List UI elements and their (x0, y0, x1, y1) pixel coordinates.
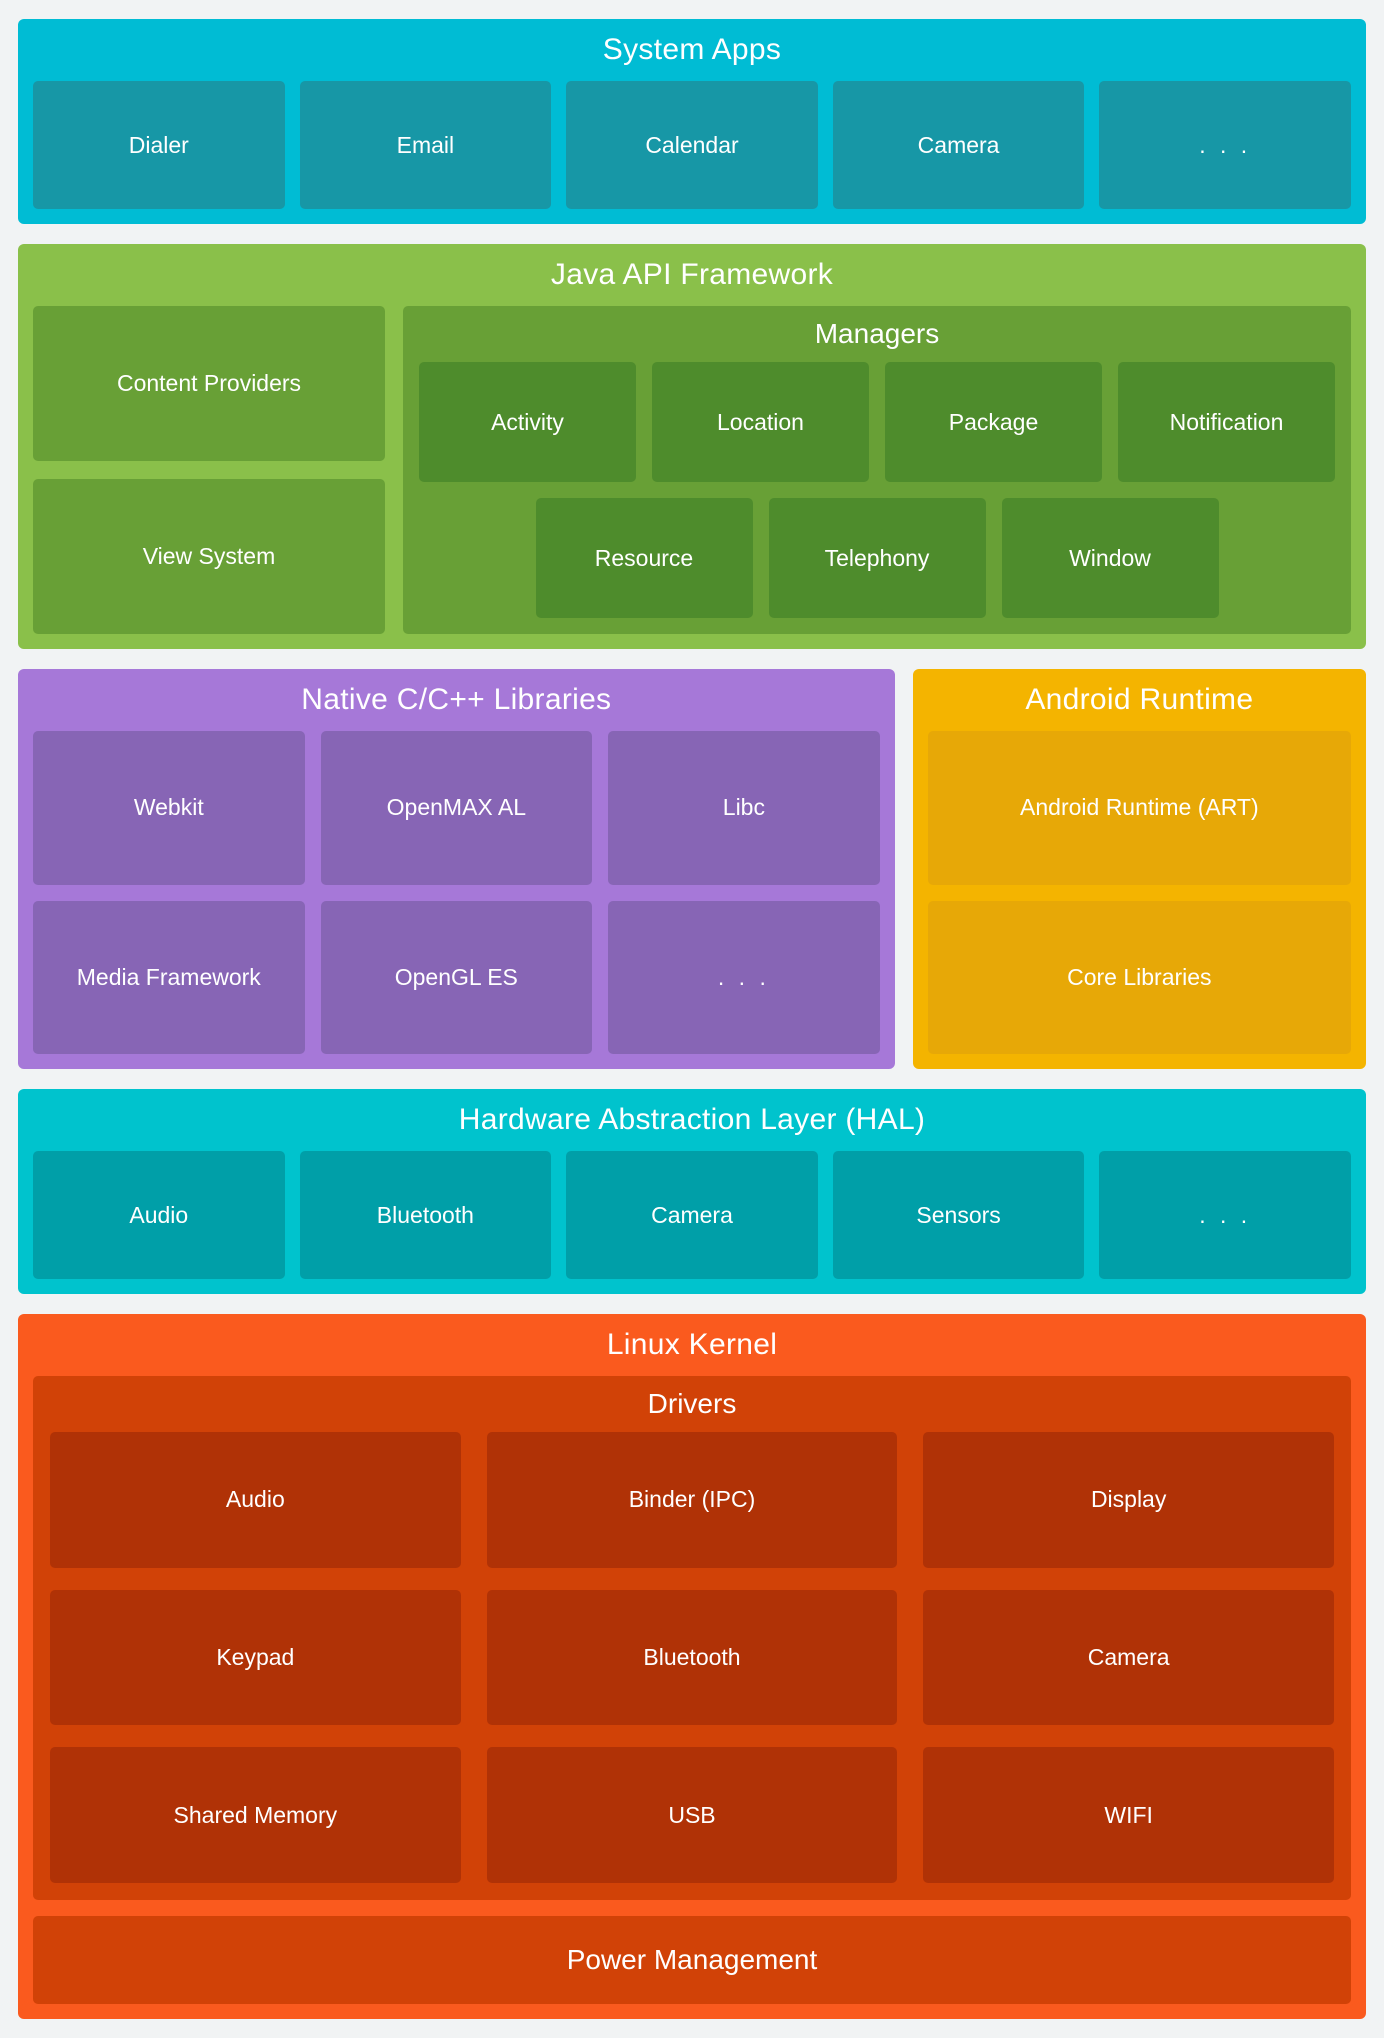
box-window: Window (1001, 498, 1219, 618)
hal-row: Audio Bluetooth Camera Sensors . . . (33, 1151, 1351, 1279)
layer-system-apps: System Apps Dialer Email Calendar Camera… (18, 19, 1366, 224)
box-hal-bluetooth: Bluetooth (299, 1151, 552, 1279)
box-hal-camera: Camera (566, 1151, 818, 1279)
box-hal-more: . . . (1099, 1151, 1351, 1279)
system-apps-title: System Apps (602, 33, 782, 66)
box-libc: Libc (608, 731, 880, 885)
box-driver-binder-ipc: Binder (IPC) (486, 1432, 898, 1568)
power-management-bar: Power Management (33, 1916, 1351, 2004)
box-location: Location (652, 362, 869, 482)
box-driver-display: Display (923, 1432, 1334, 1568)
layer-java-api-framework: Java API Framework Content Providers Vie… (18, 244, 1366, 649)
box-android-runtime-art: Android Runtime (ART) (927, 731, 1351, 885)
box-webkit: Webkit (33, 731, 305, 885)
box-calendar: Calendar (566, 81, 818, 209)
java-api-left-column: Content Providers View System (33, 306, 385, 634)
box-content-providers: Content Providers (33, 306, 385, 461)
box-driver-wifi: WIFI (923, 1747, 1334, 1883)
managers-title: Managers (814, 318, 940, 349)
layer-hal: Hardware Abstraction Layer (HAL) Audio B… (18, 1089, 1366, 1294)
box-resource: Resource (535, 498, 753, 618)
native-runtime-row: Native C/C++ Libraries Webkit OpenMAX AL… (18, 669, 1366, 1069)
box-notification: Notification (1118, 362, 1335, 482)
native-libraries-title: Native C/C++ Libraries (301, 683, 612, 716)
box-email: Email (299, 81, 552, 209)
box-activity: Activity (419, 362, 636, 482)
drivers-panel: Drivers Audio Binder (IPC) Display Keypa… (33, 1376, 1351, 1900)
box-driver-audio: Audio (50, 1432, 461, 1568)
box-driver-bluetooth: Bluetooth (486, 1589, 898, 1726)
box-driver-shared-memory: Shared Memory (50, 1747, 461, 1883)
box-telephony: Telephony (768, 498, 986, 618)
box-openmax-al: OpenMAX AL (320, 731, 593, 885)
box-driver-keypad: Keypad (50, 1589, 461, 1726)
android-runtime-column: Android Runtime (ART) Core Libraries (927, 731, 1351, 1054)
box-system-apps-more: . . . (1099, 81, 1351, 209)
system-apps-row: Dialer Email Calendar Camera . . . (33, 81, 1351, 209)
native-libraries-grid: Webkit OpenMAX AL Libc Media Framework O… (33, 731, 880, 1054)
box-core-libraries: Core Libraries (927, 900, 1351, 1054)
managers-panel: Managers Activity Location Package Notif… (403, 306, 1351, 634)
box-driver-camera: Camera (923, 1589, 1334, 1726)
box-dialer: Dialer (33, 81, 285, 209)
box-camera: Camera (832, 81, 1085, 209)
managers-row-1: Activity Location Package Notification (419, 362, 1335, 482)
hal-title: Hardware Abstraction Layer (HAL) (458, 1103, 926, 1136)
java-api-content: Content Providers View System Managers A… (33, 306, 1351, 634)
drivers-grid: Audio Binder (IPC) Display Keypad Blueto… (50, 1432, 1334, 1883)
layer-native-libraries: Native C/C++ Libraries Webkit OpenMAX AL… (18, 669, 895, 1069)
box-opengl-es: OpenGL ES (320, 900, 593, 1054)
layer-linux-kernel: Linux Kernel Drivers Audio Binder (IPC) … (18, 1314, 1366, 2019)
box-driver-usb: USB (486, 1747, 898, 1883)
box-native-more: . . . (608, 900, 880, 1054)
box-view-system: View System (33, 479, 385, 634)
linux-kernel-title: Linux Kernel (606, 1328, 778, 1361)
drivers-title: Drivers (647, 1388, 737, 1419)
android-runtime-title: Android Runtime (1025, 683, 1254, 716)
java-api-title: Java API Framework (550, 258, 834, 291)
box-media-framework: Media Framework (33, 900, 305, 1054)
layer-android-runtime: Android Runtime Android Runtime (ART) Co… (912, 669, 1366, 1069)
box-hal-audio: Audio (33, 1151, 285, 1279)
box-package: Package (885, 362, 1102, 482)
managers-row-2: Resource Telephony Window (419, 498, 1335, 618)
managers-rows: Activity Location Package Notification R… (419, 362, 1335, 618)
box-hal-sensors: Sensors (832, 1151, 1085, 1279)
